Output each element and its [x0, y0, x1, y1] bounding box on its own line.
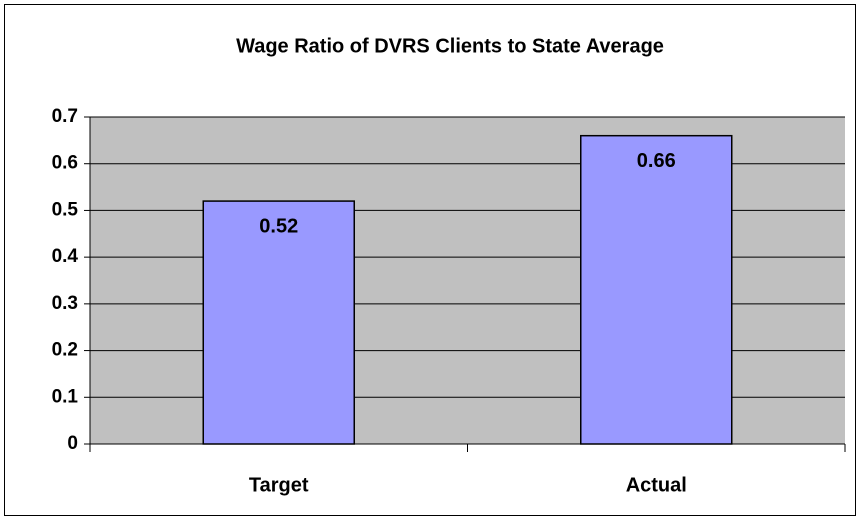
- y-tick-label: 0.2: [52, 340, 78, 361]
- bar: [580, 134, 733, 445]
- data-label: 0.52: [259, 215, 298, 237]
- x-tick-label: Actual: [626, 474, 687, 496]
- y-tick-label: 0.5: [52, 199, 79, 220]
- bar: [202, 200, 355, 445]
- data-label: 0.66: [637, 150, 676, 172]
- chart-title: Wage Ratio of DVRS Clients to State Aver…: [236, 35, 664, 57]
- y-tick-label: 0.7: [52, 106, 78, 127]
- y-tick-label: 0.6: [52, 153, 78, 174]
- y-tick-label: 0.3: [52, 293, 78, 314]
- y-tick-label: 0: [67, 433, 78, 454]
- x-tick-label: Target: [249, 474, 309, 496]
- y-tick-label: 0.1: [52, 386, 79, 407]
- y-tick-label: 0.4: [52, 246, 79, 267]
